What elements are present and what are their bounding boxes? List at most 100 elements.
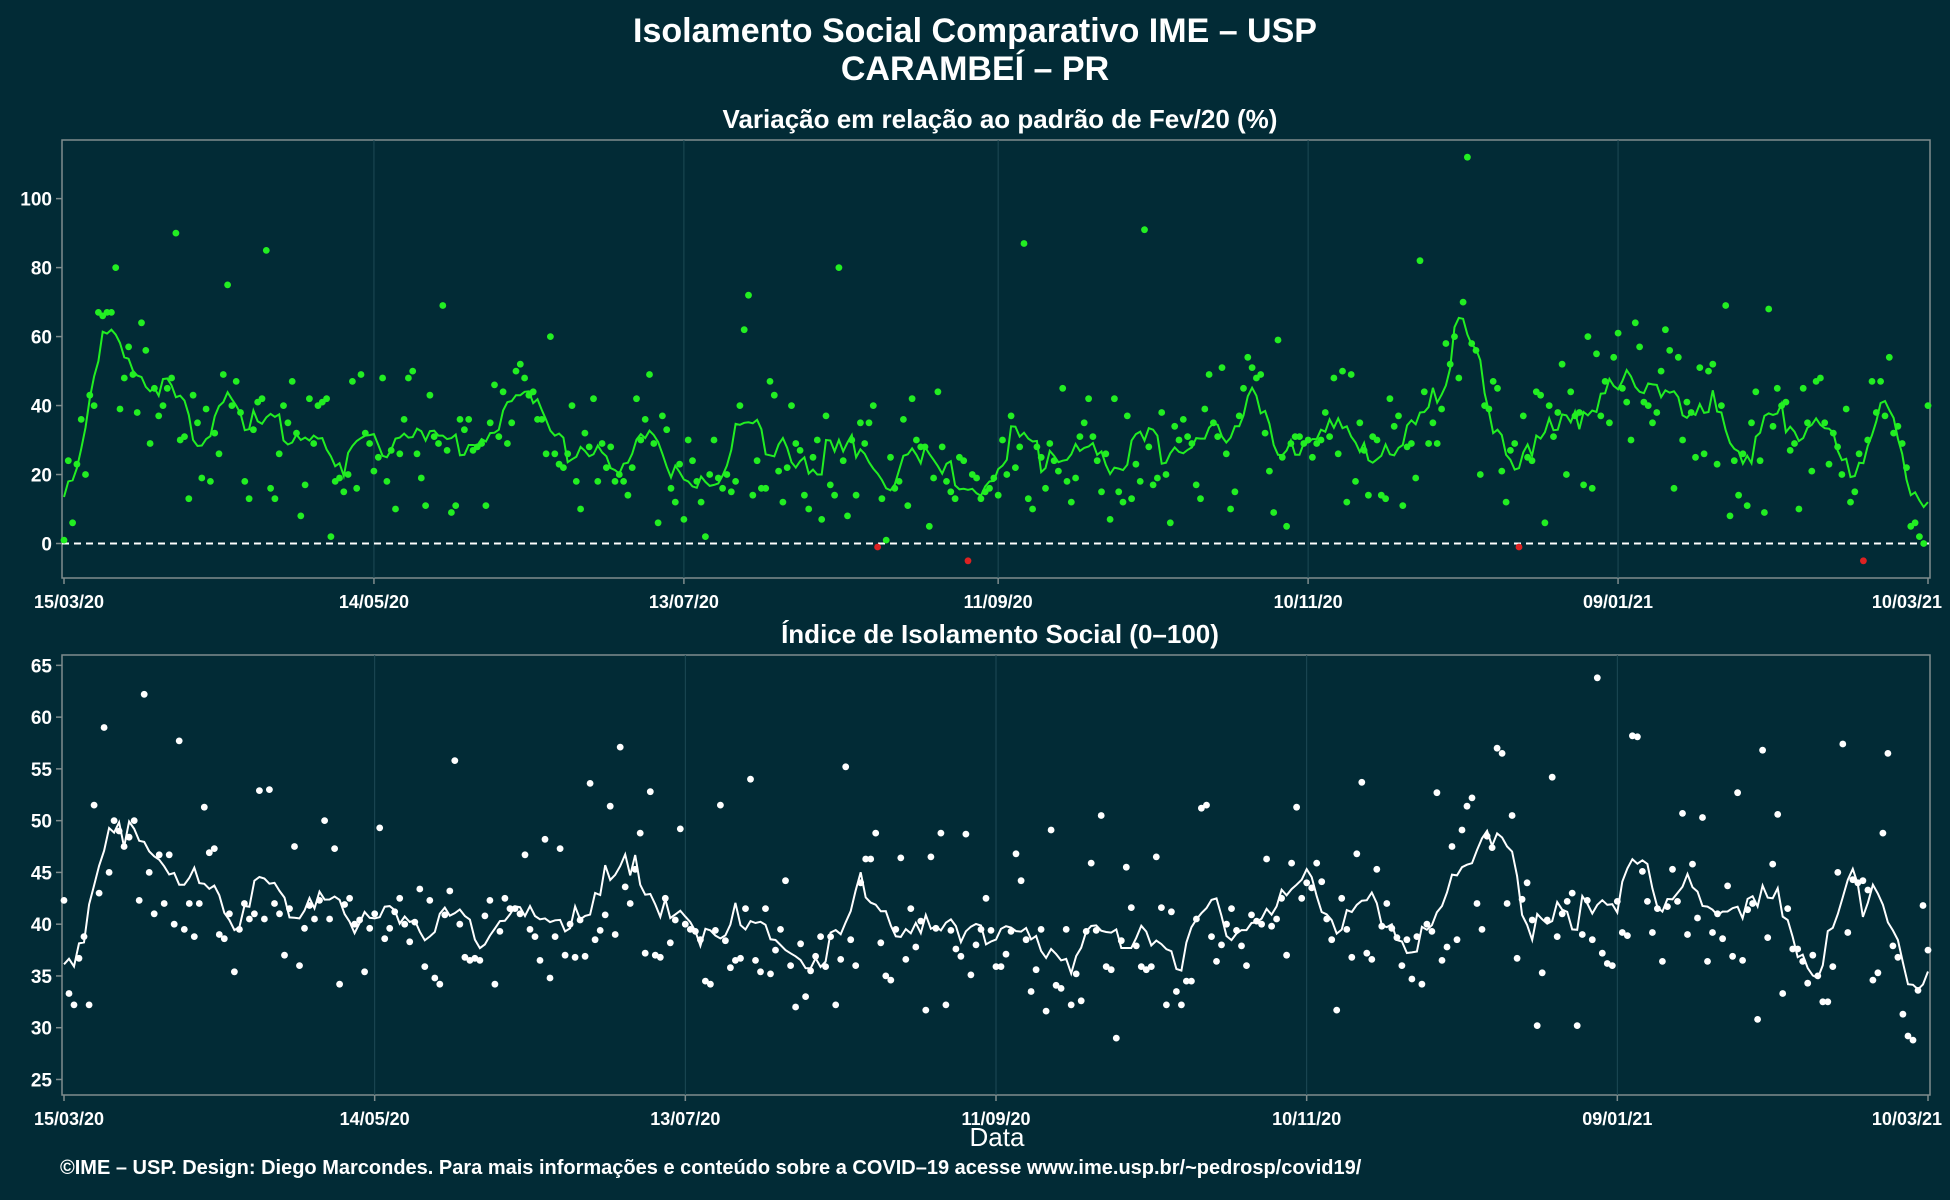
data-point: [1127, 904, 1135, 911]
data-point: [1020, 240, 1028, 247]
data-point: [942, 1001, 950, 1009]
footer-credit: ©IME – USP. Design: Diego Marcondes. Par…: [60, 1157, 1362, 1179]
data-point: [1518, 895, 1526, 903]
data-point: [165, 851, 173, 859]
data-point: [900, 416, 907, 423]
data-point: [250, 426, 257, 434]
data-point: [990, 474, 998, 482]
data-point: [706, 471, 714, 478]
data-point: [817, 933, 824, 940]
data-point: [1573, 1022, 1581, 1029]
data-point: [1171, 422, 1179, 430]
data-point: [1619, 384, 1626, 392]
data-point: [1024, 495, 1032, 503]
data-point: [163, 384, 171, 392]
panel-frame: [61, 139, 1931, 579]
data-point: [75, 954, 83, 962]
data-point: [386, 924, 394, 932]
data-point: [1253, 917, 1260, 925]
data-point: [1210, 419, 1217, 427]
data-point: [957, 952, 965, 960]
data-point: [1111, 395, 1118, 403]
data-point: [170, 920, 178, 928]
data-point: [1593, 350, 1600, 358]
data-point: [1724, 882, 1731, 890]
data-point: [85, 1001, 93, 1009]
data-point: [228, 402, 236, 409]
data-point: [1714, 910, 1721, 918]
data-point: [577, 505, 584, 513]
data-point: [1759, 746, 1766, 754]
data-point: [1142, 966, 1150, 974]
data-point: [1261, 429, 1269, 437]
data-point: [727, 964, 734, 972]
data-point: [90, 402, 98, 409]
data-point: [323, 395, 330, 403]
data-point: [1128, 495, 1135, 503]
data-point: [205, 849, 213, 857]
data-point: [723, 471, 731, 478]
data-point: [1162, 471, 1170, 478]
data-point: [1825, 460, 1833, 468]
data-point: [346, 894, 353, 902]
data-point: [1455, 374, 1463, 382]
data-point: [504, 440, 511, 447]
data-point: [431, 974, 439, 982]
data-point: [306, 902, 313, 909]
data-point: [654, 519, 662, 527]
data-point: [1193, 915, 1200, 923]
data-point: [1328, 936, 1336, 944]
data-point: [564, 450, 572, 458]
data-point: [1076, 433, 1084, 440]
data-point: [516, 910, 524, 918]
data-point: [1730, 457, 1738, 465]
data-point: [1795, 505, 1803, 513]
data-point: [461, 953, 469, 961]
data-point: [1644, 898, 1651, 905]
data-point: [878, 495, 886, 503]
data-point: [1692, 453, 1699, 461]
data-point: [1464, 153, 1471, 161]
data-point: [1309, 453, 1316, 461]
y-tick-label: 50: [31, 812, 52, 833]
data-point: [376, 824, 384, 832]
data-point: [689, 457, 696, 465]
data-point: [60, 536, 68, 544]
data-point: [1463, 802, 1471, 810]
data-point: [1764, 934, 1772, 941]
data-point: [1458, 826, 1466, 834]
data-point: [1488, 844, 1496, 851]
data-point: [1339, 367, 1346, 375]
data-point: [551, 450, 559, 458]
data-point: [546, 974, 554, 982]
data-point: [1636, 343, 1643, 351]
data-point: [1145, 443, 1153, 451]
data-point: [1515, 543, 1523, 551]
data-point: [1694, 914, 1701, 922]
data-point: [1046, 440, 1054, 447]
data-point: [1879, 829, 1887, 837]
data-point: [1528, 916, 1536, 924]
data-point: [1313, 859, 1321, 867]
data-point: [1321, 409, 1329, 416]
data-point: [351, 920, 358, 928]
data-point: [1829, 429, 1837, 437]
data-point: [992, 963, 1000, 970]
data-point: [542, 450, 550, 458]
data-point: [1360, 447, 1368, 454]
data-point: [232, 378, 240, 385]
data-point: [366, 924, 374, 932]
data-point: [1042, 1007, 1050, 1015]
data-point: [822, 412, 830, 420]
data-point: [742, 905, 749, 912]
data-point: [421, 963, 429, 970]
data-point: [1446, 360, 1454, 368]
data-point: [1583, 897, 1591, 904]
data-point: [717, 801, 724, 809]
data-point: [1347, 371, 1355, 378]
data-point: [1726, 512, 1734, 520]
data-point: [1754, 1016, 1761, 1023]
data-point: [361, 429, 369, 437]
data-point: [1623, 398, 1631, 406]
data-point: [1356, 419, 1364, 427]
